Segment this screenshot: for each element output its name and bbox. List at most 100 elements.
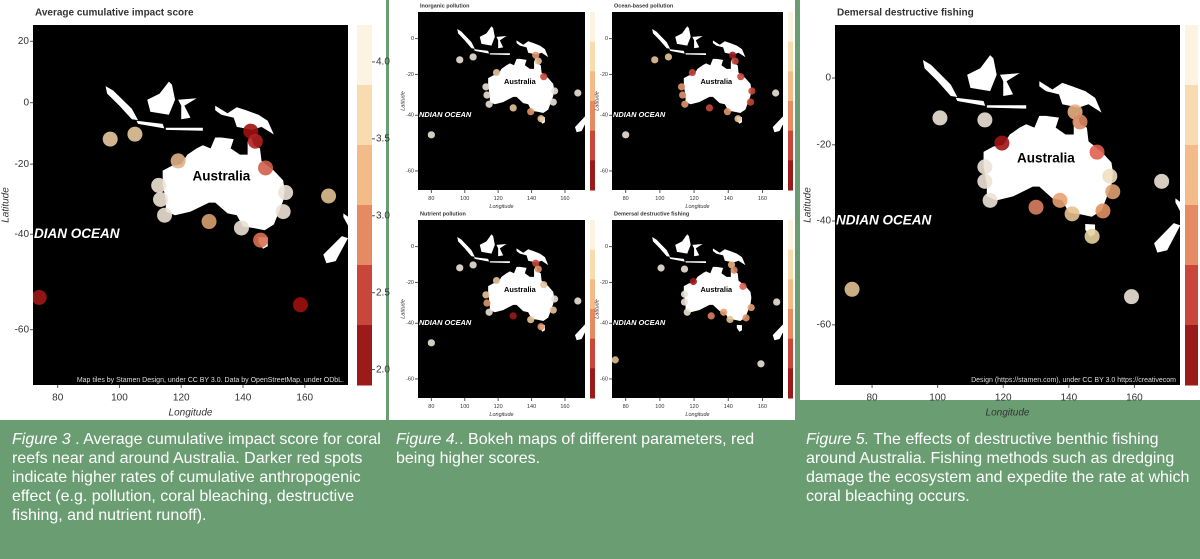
land [516,248,549,266]
y-tick-label: -40 [600,113,608,119]
reef-point [278,185,294,201]
colorbar-segment [788,160,793,191]
reef-point [1123,289,1139,305]
reef-point [689,277,697,286]
colorbar-segment [788,130,793,161]
reef-point [456,56,464,64]
x-tick-label: 160 [560,196,569,202]
x-axis-label: Longitude [685,412,709,418]
y-tick-label: 0 [605,36,608,42]
colorbar-segment [1185,205,1198,266]
y-axis-label: Latitude [595,91,601,111]
y-tick-label: -20 [406,72,414,78]
land [162,135,285,231]
reef-point [734,115,742,123]
x-tick-label: 160 [560,404,569,410]
map: Australia NDIAN OCEAN [836,55,1180,305]
land [955,97,986,106]
land [675,234,691,254]
x-tick-label: 160 [296,393,313,404]
x-axis-label: Longitude [685,204,709,210]
reef-point [537,115,545,123]
land [488,265,555,322]
x-tick-label: 100 [111,393,128,404]
reef-point [727,261,736,269]
reef-point [456,264,464,272]
colorbar-segment [590,12,595,43]
reef-point [747,303,755,312]
map: Australia DIAN OCEAN [33,81,348,313]
reef-point [1052,192,1068,208]
colorbar-tick-label: 3.0 [376,210,390,221]
reef-point [532,51,540,59]
reef-point [681,100,689,108]
reef-point [253,232,269,248]
y-tick-label: -40 [817,216,832,227]
reef-point [469,53,477,61]
reef-point [247,133,263,149]
land [1175,198,1180,211]
x-tick-label: 120 [494,196,503,202]
reef-point [1102,168,1118,184]
x-tick-label: 140 [724,404,733,410]
x-axis-label: Longitude [986,408,1030,419]
reef-point [483,91,491,99]
map-label: DIAN OCEAN [34,226,120,241]
x-axis-label: Longitude [169,408,213,419]
reef-point [551,87,559,95]
colorbar-segment [590,101,595,132]
reef-point [994,135,1010,151]
map-label: Australia [192,169,250,184]
colorbar-segment [590,309,595,340]
reef-point [427,339,435,347]
x-axis-label: Longitude [489,204,513,210]
colorbar-segment [590,368,595,399]
chart-title: Inorganic pollution [420,3,470,9]
reef-point [705,104,714,112]
x-tick-label: 120 [689,404,698,410]
y-axis-label: Latitude [1,187,12,223]
reef-point [1089,144,1105,160]
land [983,113,1114,217]
colorbar-segment [1185,325,1198,386]
colorbar-segment [788,220,793,251]
reef-point [683,308,691,316]
reef-point [772,89,780,97]
colorbar-segment [1185,145,1198,206]
colorbar-segment [788,41,793,72]
land [683,265,752,322]
y-tick-label: -20 [600,72,608,78]
reef-point [730,266,738,274]
reef-point [102,131,118,147]
y-tick-label: -40 [406,321,414,327]
colorbar-segment [357,25,372,86]
land [712,248,746,266]
land [473,257,489,262]
land [479,26,495,46]
land [496,243,507,257]
y-axis-label: Latitude [401,91,407,111]
reef-point [551,295,559,303]
x-tick-label: 80 [428,196,434,202]
colorbar-segment [788,71,793,102]
reef-point [680,290,689,298]
reef-point [485,308,493,316]
y-tick-label: -40 [600,321,608,327]
colorbar-segment [590,220,595,251]
reef-point [534,57,542,65]
reef-point [977,112,993,128]
reef-point [1028,199,1044,215]
land [736,324,742,332]
land [1154,223,1180,253]
reef-point [153,191,169,207]
reef-point [540,73,548,81]
x-tick-label: 120 [173,393,190,404]
y-tick-label: -40 [15,229,30,240]
reef-point [574,89,582,97]
reef-point [932,110,948,126]
x-tick-label: 100 [655,404,664,410]
land [683,57,752,114]
reef-point [1064,206,1080,222]
land [692,35,703,49]
